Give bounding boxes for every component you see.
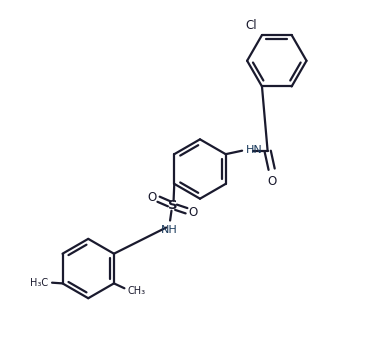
Text: NH: NH: [161, 225, 178, 235]
Text: O: O: [188, 206, 197, 219]
Text: CH₃: CH₃: [128, 286, 146, 296]
Text: O: O: [267, 176, 277, 188]
Text: O: O: [148, 191, 157, 204]
Text: Cl: Cl: [245, 19, 257, 32]
Text: S: S: [168, 199, 177, 212]
Text: HN: HN: [245, 145, 262, 155]
Text: H₃C: H₃C: [30, 278, 49, 288]
